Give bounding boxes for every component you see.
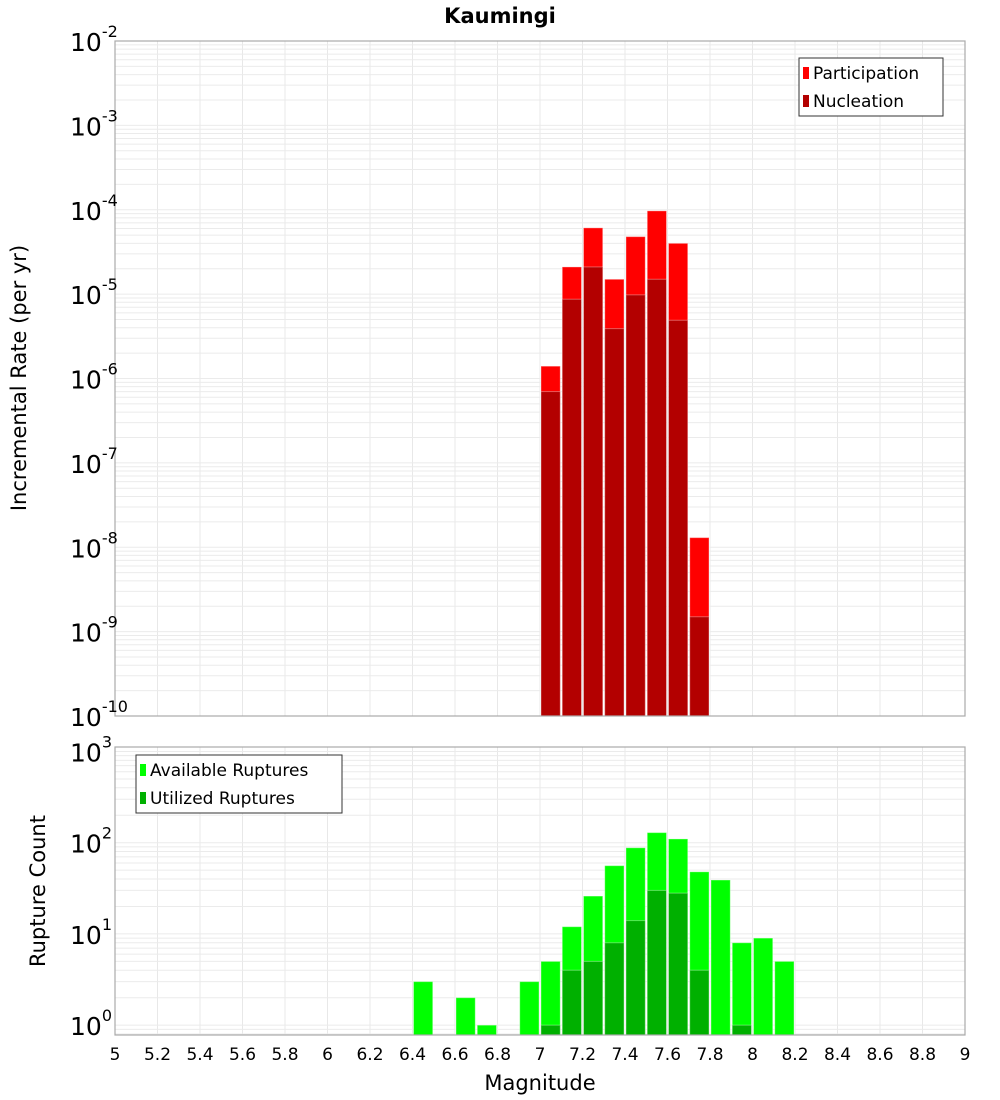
- y-tick-label: 102: [70, 824, 112, 859]
- utilized-ruptures-bar: [646, 889, 667, 1036]
- utilized-ruptures-bar: [604, 942, 625, 1036]
- x-axis-label: Magnitude: [484, 1071, 595, 1095]
- legend-swatch: [803, 67, 809, 79]
- y-tick-label: 101: [70, 915, 112, 950]
- available-ruptures-bar: [774, 960, 795, 1036]
- utilized-ruptures-bar: [583, 960, 604, 1036]
- available-ruptures-bar: [710, 879, 731, 1036]
- nucleation-bar: [604, 328, 625, 717]
- y-axis-label-rate: Incremental Rate (per yr): [7, 245, 31, 511]
- utilized-ruptures-bar: [731, 1024, 752, 1036]
- legend-box: [135, 754, 343, 814]
- x-tick-label: 5.6: [229, 1045, 256, 1065]
- nucleation-bar: [646, 278, 667, 717]
- legend-box: [798, 57, 944, 117]
- nucleation-bar: [561, 298, 582, 717]
- x-tick-label: 6.4: [399, 1045, 426, 1065]
- legend: Participation Nucleation: [798, 57, 944, 117]
- utilized-ruptures-bar: [689, 969, 710, 1036]
- nucleation-bar: [668, 319, 689, 717]
- legend-label: Nucleation: [813, 92, 904, 112]
- x-tick-label: 8.6: [866, 1045, 893, 1065]
- y-tick-label: 10-4: [70, 191, 118, 226]
- utilized-ruptures-bar: [625, 920, 646, 1036]
- nucleation-bar: [689, 616, 710, 717]
- x-tick-label: 9: [960, 1045, 971, 1065]
- x-tick-label: 8.4: [824, 1045, 851, 1065]
- utilized-ruptures-bar: [668, 892, 689, 1036]
- y-tick-label: 10-9: [70, 613, 118, 648]
- available-ruptures-bar: [753, 937, 774, 1036]
- utilized-ruptures-bar: [561, 969, 582, 1036]
- chart-title: Kaumingi: [444, 4, 556, 28]
- available-ruptures-bar: [731, 942, 752, 1036]
- rupture-count-plot: 103 102 101 100 5 5.2 5.4 5.6 5.8 6 6.2 6.4 6.6 6.8 7 7…: [70, 732, 970, 1065]
- legend-swatch: [140, 764, 146, 776]
- x-tick-label: 5: [110, 1045, 121, 1065]
- x-tick-label: 6: [322, 1045, 333, 1065]
- legend: Available Ruptures Utilized Ruptures: [135, 754, 343, 814]
- y-tick-label: 100: [70, 1006, 112, 1041]
- nucleation-bar: [625, 294, 646, 717]
- x-tick-label: 7: [535, 1045, 546, 1065]
- y-tick-label: 10-6: [70, 360, 118, 395]
- available-ruptures-bar: [413, 981, 434, 1036]
- legend-label: Participation: [813, 64, 919, 84]
- legend-swatch: [803, 95, 809, 107]
- available-ruptures-bar: [519, 981, 540, 1036]
- plot-frame: [114, 40, 966, 717]
- y-tick-label: 10-3: [70, 106, 118, 141]
- x-tick-label: 7.6: [654, 1045, 681, 1065]
- y-tick-label: 10-8: [70, 528, 118, 563]
- rate-plot: 10-2 10-3 10-4 10-5 10-6 10-7 10-8 10-9 10-10 Par…: [70, 22, 966, 732]
- y-tick-label: 10-7: [70, 444, 118, 479]
- legend-swatch: [140, 792, 146, 804]
- y-tick-label: 10-5: [70, 275, 118, 310]
- x-tick-label: 7.2: [569, 1045, 596, 1065]
- y-tick-label: 10-2: [70, 22, 118, 57]
- legend-label: Utilized Ruptures: [150, 789, 295, 809]
- y-axis-label-count: Rupture Count: [26, 815, 50, 967]
- x-tick-label: 6.6: [441, 1045, 468, 1065]
- x-tick-label: 5.4: [186, 1045, 213, 1065]
- x-tick-label: 6.2: [356, 1045, 383, 1065]
- utilized-ruptures-bar: [540, 1024, 561, 1036]
- nucleation-bar: [583, 266, 604, 717]
- x-tick-label: 8: [747, 1045, 758, 1065]
- x-tick-label: 5.8: [271, 1045, 298, 1065]
- plot-frame: [114, 746, 966, 1036]
- x-tick-label: 6.8: [484, 1045, 511, 1065]
- y-tick-label: 103: [70, 732, 112, 767]
- x-tick-label: 7.4: [611, 1045, 638, 1065]
- legend-label: Available Ruptures: [150, 761, 308, 781]
- x-tick-label: 7.8: [696, 1045, 723, 1065]
- nucleation-bar: [540, 391, 561, 717]
- x-tick-label: 8.8: [909, 1045, 936, 1065]
- x-tick-label: 5.2: [144, 1045, 171, 1065]
- x-tick-label: 8.2: [781, 1045, 808, 1065]
- available-ruptures-bar: [540, 960, 561, 1036]
- available-ruptures-bar: [455, 997, 476, 1036]
- y-tick-label: 10-10: [70, 697, 128, 732]
- available-ruptures-bar: [476, 1024, 497, 1036]
